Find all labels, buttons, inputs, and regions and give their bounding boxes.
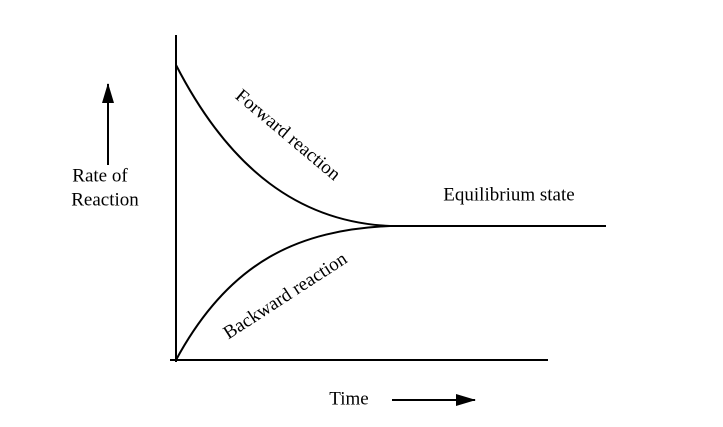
x-axis-label: Time — [329, 388, 368, 409]
backward-curve — [175, 225, 391, 361]
equilibrium-label: Equilibrium state — [443, 184, 574, 205]
y-axis-label: Rate of — [72, 165, 128, 186]
forward-curve — [175, 64, 606, 227]
y-axis-label: Reaction — [71, 189, 139, 210]
